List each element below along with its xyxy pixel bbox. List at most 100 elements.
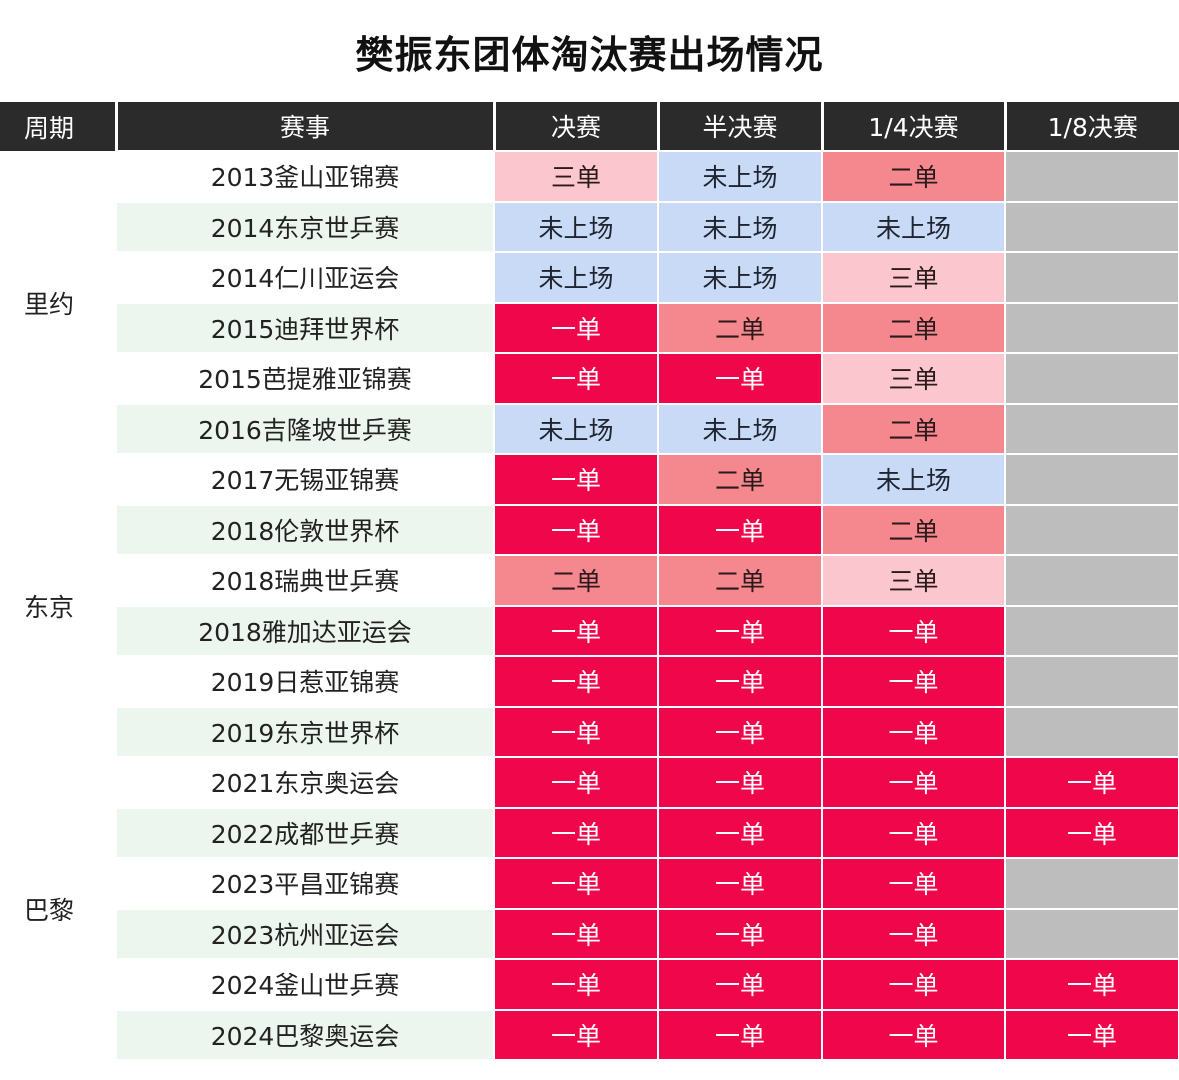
header-quarterfinal: 1/4决赛 (822, 102, 1007, 151)
event-name: 2023杭州亚运会 (115, 907, 495, 960)
round-of-16-cell (1004, 402, 1179, 455)
table-row: 2023杭州亚运会 一单 一单 一单 (0, 907, 1179, 960)
semifinal-cell: 一单 (657, 503, 823, 556)
quarterfinal-cell: 未上场 (821, 200, 1006, 253)
table-row: 里约 2013釜山亚锦赛 三单 未上场 二单 (0, 150, 1179, 454)
final-cell: 未上场 (493, 402, 659, 455)
round-of-16-cell (1004, 150, 1179, 203)
table-row: 2015迪拜世界杯 一单 二单 二单 (0, 301, 1179, 354)
event-name: 2013釜山亚锦赛 (115, 150, 495, 203)
semifinal-cell: 未上场 (657, 150, 823, 203)
event-name: 2014东京世乒赛 (115, 200, 495, 253)
semifinal-cell: 一单 (657, 705, 823, 758)
table-row: 2014仁川亚运会 未上场 未上场 三单 (0, 251, 1179, 304)
semifinal-cell: 一单 (657, 352, 823, 405)
header-semifinal: 半决赛 (658, 102, 824, 151)
header-round-of-16: 1/8决赛 (1005, 102, 1179, 151)
round-of-16-cell (1004, 503, 1179, 556)
appearance-table: 周期 赛事 决赛 半决赛 1/4决赛 1/8决赛 里约 2013釜山亚锦赛 三单 未上… (0, 102, 1179, 1061)
quarterfinal-cell: 未上场 (821, 453, 1006, 506)
final-cell: 一单 (493, 907, 659, 960)
semifinal-cell: 一单 (657, 857, 823, 910)
final-cell: 一单 (493, 301, 659, 354)
quarterfinal-cell: 一单 (821, 756, 1006, 809)
semifinal-cell: 未上场 (657, 402, 823, 455)
table-row: 2014东京世乒赛 未上场 未上场 未上场 (0, 200, 1179, 253)
quarterfinal-cell: 三单 (821, 251, 1006, 304)
table-row: 2015芭提雅亚锦赛 一单 一单 三单 (0, 352, 1179, 405)
event-name: 2018雅加达亚运会 (115, 604, 495, 657)
final-cell: 一单 (493, 503, 659, 556)
round-of-16-cell (1004, 301, 1179, 354)
semifinal-cell: 二单 (657, 554, 823, 607)
semifinal-cell: 一单 (657, 806, 823, 859)
round-of-16-cell (1004, 907, 1179, 960)
table-row: 2019日惹亚锦赛 一单 一单 一单 (0, 655, 1179, 708)
event-name: 2019东京世界杯 (115, 705, 495, 758)
semifinal-cell: 未上场 (657, 200, 823, 253)
table-row: 2022成都世乒赛 一单 一单 一单 一单 (0, 806, 1179, 859)
semifinal-cell: 一单 (657, 604, 823, 657)
final-cell: 二单 (493, 554, 659, 607)
round-of-16-cell: 一单 (1004, 806, 1179, 859)
event-name: 2023平昌亚锦赛 (115, 857, 495, 910)
round-of-16-cell: 一单 (1004, 756, 1179, 809)
final-cell: 未上场 (493, 200, 659, 253)
final-cell: 一单 (493, 352, 659, 405)
quarterfinal-cell: 一单 (821, 857, 1006, 910)
quarterfinal-cell: 二单 (821, 503, 1006, 556)
event-name: 2018瑞典世乒赛 (115, 554, 495, 607)
semifinal-cell: 二单 (657, 301, 823, 354)
quarterfinal-cell: 二单 (821, 301, 1006, 354)
semifinal-cell: 一单 (657, 655, 823, 708)
quarterfinal-cell: 三单 (821, 554, 1006, 607)
table-row: 2024釜山世乒赛 一单 一单 一单 一单 (0, 958, 1179, 1011)
final-cell: 一单 (493, 604, 659, 657)
quarterfinal-cell: 一单 (821, 806, 1006, 859)
final-cell: 一单 (493, 655, 659, 708)
table-row: 2016吉隆坡世乒赛 未上场 未上场 二单 (0, 402, 1179, 455)
table-row: 2023平昌亚锦赛 一单 一单 一单 (0, 857, 1179, 910)
table-header-row: 周期 赛事 决赛 半决赛 1/4决赛 1/8决赛 (0, 102, 1179, 151)
quarterfinal-cell: 一单 (821, 958, 1006, 1011)
event-name: 2015芭提雅亚锦赛 (115, 352, 495, 405)
semifinal-cell: 未上场 (657, 251, 823, 304)
round-of-16-cell (1004, 655, 1179, 708)
table-row: 2018雅加达亚运会 一单 一单 一单 (0, 604, 1179, 657)
semifinal-cell: 二单 (657, 453, 823, 506)
cycle-label: 东京 (0, 454, 116, 757)
round-of-16-cell (1004, 453, 1179, 506)
semifinal-cell: 一单 (657, 958, 823, 1011)
event-name: 2024巴黎奥运会 (115, 1008, 495, 1061)
event-name: 2024釜山世乒赛 (115, 958, 495, 1011)
table-row: 东京 2017无锡亚锦赛 一单 二单 未上场 (0, 453, 1179, 757)
table-row: 2018伦敦世界杯 一单 一单 二单 (0, 503, 1179, 556)
quarterfinal-cell: 一单 (821, 705, 1006, 758)
cycle-label: 里约 (0, 151, 116, 454)
event-name: 2018伦敦世界杯 (115, 503, 495, 556)
round-of-16-cell: 一单 (1004, 1008, 1179, 1061)
round-of-16-cell (1004, 554, 1179, 607)
final-cell: 一单 (493, 958, 659, 1011)
final-cell: 未上场 (493, 251, 659, 304)
header-final: 决赛 (494, 102, 660, 151)
table-row: 巴黎 2021东京奥运会 一单 一单 一单 一单 (0, 756, 1179, 1060)
final-cell: 一单 (493, 1008, 659, 1061)
header-event: 赛事 (116, 102, 496, 151)
quarterfinal-cell: 一单 (821, 1008, 1006, 1061)
page-title: 樊振东团体淘汰赛出场情况 (355, 32, 824, 77)
quarterfinal-cell: 一单 (821, 604, 1006, 657)
event-name: 2017无锡亚锦赛 (115, 453, 495, 506)
round-of-16-cell (1004, 604, 1179, 657)
quarterfinal-cell: 一单 (821, 655, 1006, 708)
round-of-16-cell: 一单 (1004, 958, 1179, 1011)
round-of-16-cell (1004, 200, 1179, 253)
event-name: 2015迪拜世界杯 (115, 301, 495, 354)
round-of-16-cell (1004, 705, 1179, 758)
semifinal-cell: 一单 (657, 756, 823, 809)
quarterfinal-cell: 一单 (821, 907, 1006, 960)
final-cell: 一单 (493, 806, 659, 859)
table-row: 2018瑞典世乒赛 二单 二单 三单 (0, 554, 1179, 607)
event-name: 2022成都世乒赛 (115, 806, 495, 859)
event-name: 2016吉隆坡世乒赛 (115, 402, 495, 455)
